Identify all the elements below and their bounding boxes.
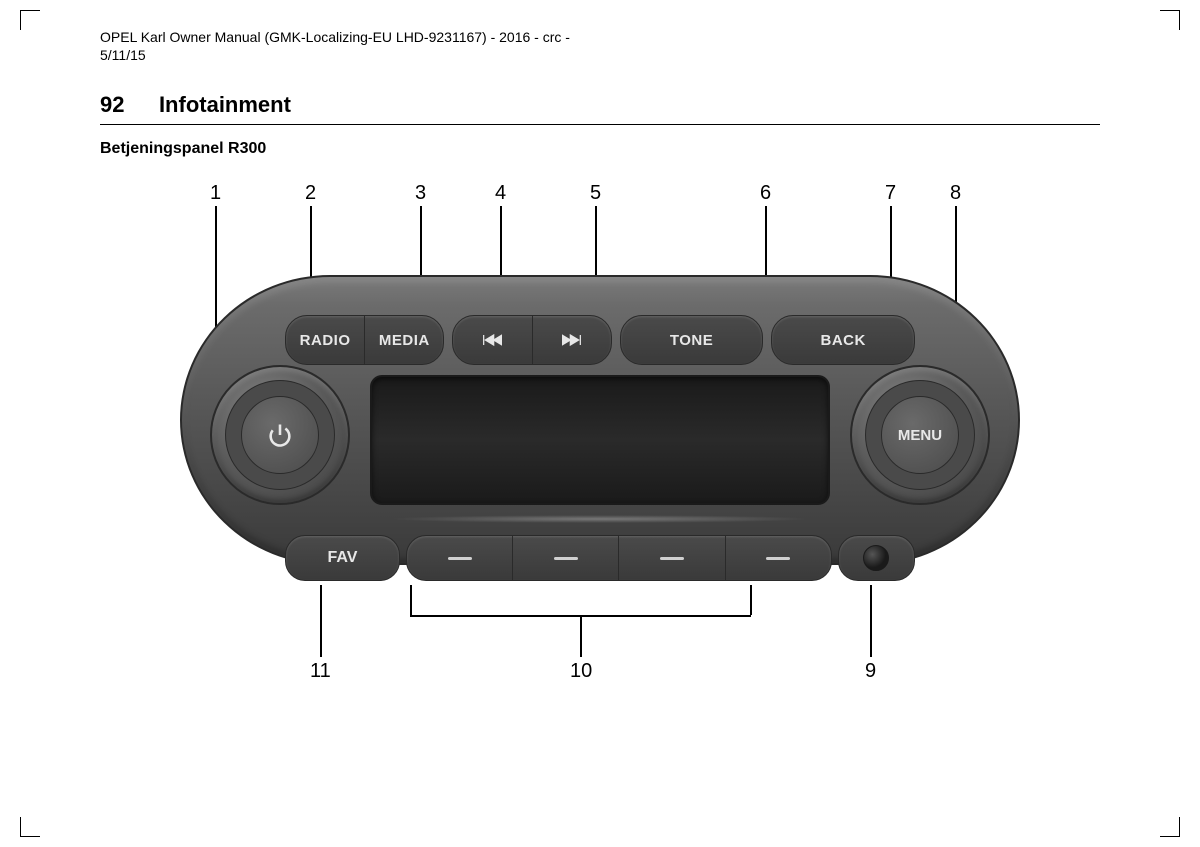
back-button[interactable]: BACK: [772, 316, 914, 364]
tone-label: TONE: [670, 332, 713, 349]
dash-icon: [554, 557, 578, 560]
dash-icon: [448, 557, 472, 560]
page-number: 92: [100, 92, 124, 118]
bottom-button-row: FAV: [285, 535, 915, 581]
aux-jack-group: [838, 535, 915, 581]
callout-10: 10: [570, 660, 592, 683]
preset-button-4[interactable]: [725, 536, 831, 580]
knob-inner: MENU: [881, 396, 959, 474]
btn-group-radio-media: RADIO MEDIA: [285, 315, 444, 365]
control-panel-diagram: 1 2 3 4 5 6 7 8 11 10 9 RADIO MEDIA: [150, 170, 1050, 710]
chapter-title: Infotainment: [159, 92, 291, 118]
crop-mark: [20, 10, 40, 30]
btn-group-tone: TONE: [620, 315, 764, 365]
fav-label: FAV: [328, 549, 358, 567]
skip-forward-icon: [562, 333, 582, 347]
callout-5: 5: [590, 182, 601, 205]
menu-label: MENU: [898, 427, 942, 444]
crop-mark: [1160, 10, 1180, 30]
callout-9: 9: [865, 660, 876, 683]
knob-ring: [225, 380, 335, 490]
leader-line: [320, 585, 322, 657]
meta-line-1: OPEL Karl Owner Manual (GMK-Localizing-E…: [100, 28, 570, 46]
tone-button[interactable]: TONE: [621, 316, 763, 364]
skip-back-icon: [482, 333, 502, 347]
callout-3: 3: [415, 182, 426, 205]
radio-button[interactable]: RADIO: [286, 316, 364, 364]
back-label: BACK: [821, 332, 866, 349]
seek-back-button[interactable]: [453, 316, 531, 364]
power-volume-knob[interactable]: [210, 365, 350, 505]
menu-knob[interactable]: MENU: [850, 365, 990, 505]
leader-line: [870, 585, 872, 657]
knob-ring: MENU: [865, 380, 975, 490]
crop-mark: [20, 817, 40, 837]
document-meta: OPEL Karl Owner Manual (GMK-Localizing-E…: [100, 28, 570, 64]
preset-button-1[interactable]: [407, 536, 512, 580]
preset-button-2[interactable]: [512, 536, 618, 580]
preset-buttons-group: [406, 535, 832, 581]
subheading: Betjeningspanel R300: [100, 140, 266, 158]
leader-line: [580, 615, 582, 657]
fav-button-group: FAV: [285, 535, 400, 581]
media-label: MEDIA: [379, 332, 430, 349]
callout-7: 7: [885, 182, 896, 205]
radio-panel: RADIO MEDIA TONE BACK FAV: [180, 245, 1020, 595]
btn-group-back: BACK: [771, 315, 915, 365]
display-screen: [370, 375, 830, 505]
radio-label: RADIO: [300, 332, 351, 349]
media-button[interactable]: MEDIA: [364, 316, 443, 364]
fav-button[interactable]: FAV: [286, 536, 399, 580]
dash-icon: [766, 557, 790, 560]
page-header: 92 Infotainment: [100, 92, 1100, 125]
seek-forward-button[interactable]: [532, 316, 611, 364]
meta-line-2: 5/11/15: [100, 46, 570, 64]
preset-button-3[interactable]: [618, 536, 724, 580]
display-reflection: [390, 515, 810, 523]
knob-inner: [241, 396, 319, 474]
power-icon: [266, 421, 294, 449]
callout-1: 1: [210, 182, 221, 205]
aux-jack[interactable]: [863, 545, 889, 571]
crop-mark: [1160, 817, 1180, 837]
top-button-row: RADIO MEDIA TONE BACK: [285, 315, 915, 365]
callout-2: 2: [305, 182, 316, 205]
dash-icon: [660, 557, 684, 560]
callout-4: 4: [495, 182, 506, 205]
callout-6: 6: [760, 182, 771, 205]
btn-group-seek: [452, 315, 611, 365]
callout-8: 8: [950, 182, 961, 205]
callout-11: 11: [310, 660, 331, 683]
